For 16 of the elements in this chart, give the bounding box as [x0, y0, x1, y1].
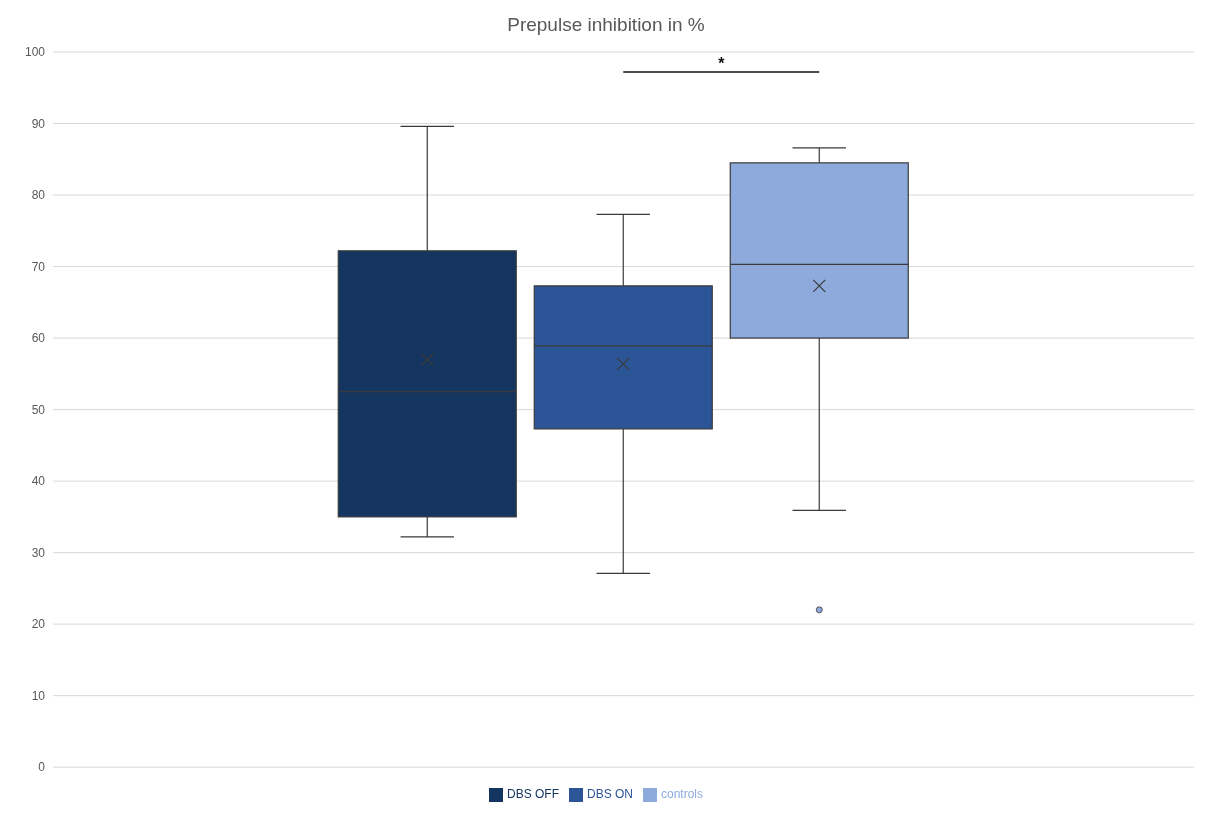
y-tick-label: 20 — [31, 617, 46, 632]
y-tick-label: 60 — [31, 331, 46, 346]
y-tick-label: 100 — [24, 45, 46, 60]
annotation: * — [718, 55, 726, 72]
y-tick-label: 40 — [31, 474, 46, 489]
legend-label: DBS OFF — [506, 787, 559, 802]
legend-label: DBS ON — [586, 787, 633, 802]
y-tick-label: 10 — [31, 688, 46, 703]
y-tick-label: 90 — [31, 116, 46, 131]
y-tick-label: 50 — [31, 402, 46, 417]
y-tick-label: 30 — [31, 545, 46, 560]
y-tick-label: 0 — [38, 760, 46, 775]
legend-label: controls — [661, 787, 704, 802]
chart-title: Prepulse inhibition in % — [506, 13, 706, 37]
y-tick-label: 80 — [31, 188, 46, 203]
y-tick-label: 70 — [31, 259, 46, 274]
